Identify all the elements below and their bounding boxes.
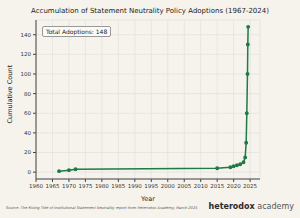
svg-text:Year: Year	[140, 195, 155, 203]
svg-text:2020: 2020	[227, 183, 241, 189]
svg-text:2005: 2005	[177, 183, 191, 189]
svg-text:1965: 1965	[45, 183, 59, 189]
svg-text:1990: 1990	[128, 183, 142, 189]
svg-text:2015: 2015	[210, 183, 224, 189]
svg-text:1995: 1995	[144, 183, 158, 189]
svg-text:2025: 2025	[243, 183, 257, 189]
html-text:Source: The Rising Tide of Ins: Source: The Rising Tide of Institutional…	[6, 206, 198, 210]
svg-text:60: 60	[24, 110, 31, 116]
svg-text:100: 100	[21, 71, 32, 77]
svg-text:1960: 1960	[29, 183, 43, 189]
svg-text:1980: 1980	[95, 183, 109, 189]
html-text:Total Adoptions: 148: Total Adoptions: 148	[46, 28, 108, 35]
svg-text:0: 0	[28, 169, 32, 175]
html-text:heterodox academy: heterodox academy	[208, 202, 294, 211]
svg-text:1970: 1970	[62, 183, 76, 189]
svg-text:140: 140	[21, 32, 32, 38]
svg-text:2000: 2000	[161, 183, 175, 189]
svg-text:80: 80	[24, 91, 31, 97]
svg-text:1985: 1985	[111, 183, 125, 189]
svg-text:20: 20	[24, 149, 31, 155]
svg-text:Cumulative Count: Cumulative Count	[8, 65, 14, 124]
svg-text:2010: 2010	[194, 183, 208, 189]
svg-text:40: 40	[24, 130, 31, 136]
svg-text:1975: 1975	[78, 183, 92, 189]
html-text:Accumulation of Statement Neut: Accumulation of Statement Neutrality Pol…	[31, 7, 269, 15]
svg-text:120: 120	[21, 51, 32, 57]
